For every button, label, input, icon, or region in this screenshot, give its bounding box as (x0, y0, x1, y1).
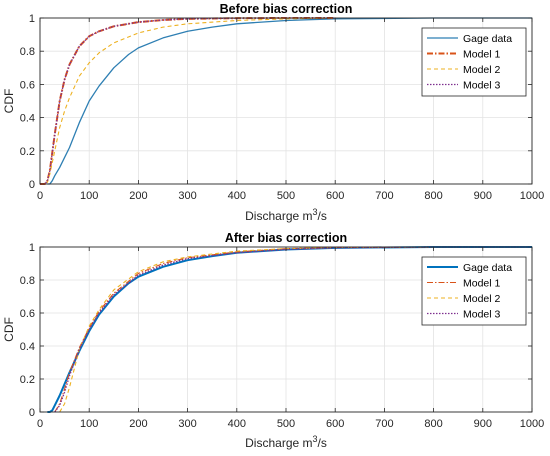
x-tick-label: 300 (178, 190, 196, 202)
y-axis-label: CDF (2, 317, 16, 342)
legend-label: Model 2 (463, 293, 501, 305)
x-tick-label: 700 (375, 190, 393, 202)
x-tick-label: 200 (129, 190, 147, 202)
chart-panel-1: 0 100 200 300 400 500 600 700 800 900 1000 0 0.2 0.4 0… (2, 2, 544, 223)
legend-label: Model 2 (463, 64, 501, 76)
y-tick-label: 0.2 (20, 374, 35, 386)
x-tick-label: 500 (277, 190, 295, 202)
series-line-4 (40, 17, 336, 185)
chart-panel-2: 0 100 200 300 400 500 600 700 800 900 1000 0 0.2 0.4 0… (2, 231, 544, 450)
x-tick-label: 400 (228, 190, 246, 202)
x-axis-label: Discharge m3/s (245, 207, 327, 223)
legend-label: Model 3 (463, 308, 501, 320)
x-tick-label: 1000 (520, 190, 544, 202)
x-tick-label: 300 (178, 418, 196, 430)
x-axis-label: Discharge m3/s (245, 434, 327, 450)
y-tick-label: 0.4 (20, 341, 35, 353)
y-axis-label: CDF (2, 89, 16, 114)
x-tick-label: 800 (424, 190, 442, 202)
x-tick-label: 900 (474, 190, 492, 202)
legend-label: Model 3 (463, 79, 501, 91)
legend-label: Gage data (463, 262, 512, 274)
y-tick-label: 0.8 (20, 46, 35, 58)
legend-label: Model 1 (463, 277, 501, 289)
series-line-2 (40, 17, 336, 185)
legend-label: Gage data (463, 33, 512, 45)
x-tick-label: 600 (326, 190, 344, 202)
x-tick-label: 1000 (520, 418, 544, 430)
y-tick-label: 0 (29, 179, 35, 191)
x-tick-label: 600 (326, 418, 344, 430)
x-tick-label: 0 (37, 418, 43, 430)
x-tick-label: 200 (129, 418, 147, 430)
y-tick-label: 0.6 (20, 79, 35, 91)
x-tick-label: 0 (37, 190, 43, 202)
series-line-3 (40, 17, 336, 185)
x-tick-label: 800 (424, 418, 442, 430)
y-tick-label: 0.4 (20, 113, 35, 125)
x-tick-label: 100 (80, 190, 98, 202)
x-tick-label: 400 (228, 418, 246, 430)
series-line-1 (47, 17, 532, 185)
legend: Gage data Model 1 Model 2 Model 3 (421, 27, 527, 97)
series-line-2 (54, 246, 532, 413)
x-tick-label: 500 (277, 418, 295, 430)
y-tick-label: 1 (29, 242, 35, 254)
y-tick-label: 0.2 (20, 146, 35, 158)
series-line-4 (54, 246, 532, 413)
x-tick-label: 700 (375, 418, 393, 430)
chart-title: After bias correction (225, 231, 347, 245)
chart-title: Before bias correction (220, 2, 353, 16)
y-tick-label: 0.6 (20, 308, 35, 320)
y-tick-label: 0 (29, 407, 35, 419)
x-tick-label: 900 (474, 418, 492, 430)
legend: Gage data Model 1 Model 2 Model 3 (421, 256, 527, 326)
x-tick-label: 100 (80, 418, 98, 430)
y-tick-label: 0.8 (20, 275, 35, 287)
legend-label: Model 1 (463, 48, 501, 60)
y-tick-label: 1 (29, 13, 35, 25)
